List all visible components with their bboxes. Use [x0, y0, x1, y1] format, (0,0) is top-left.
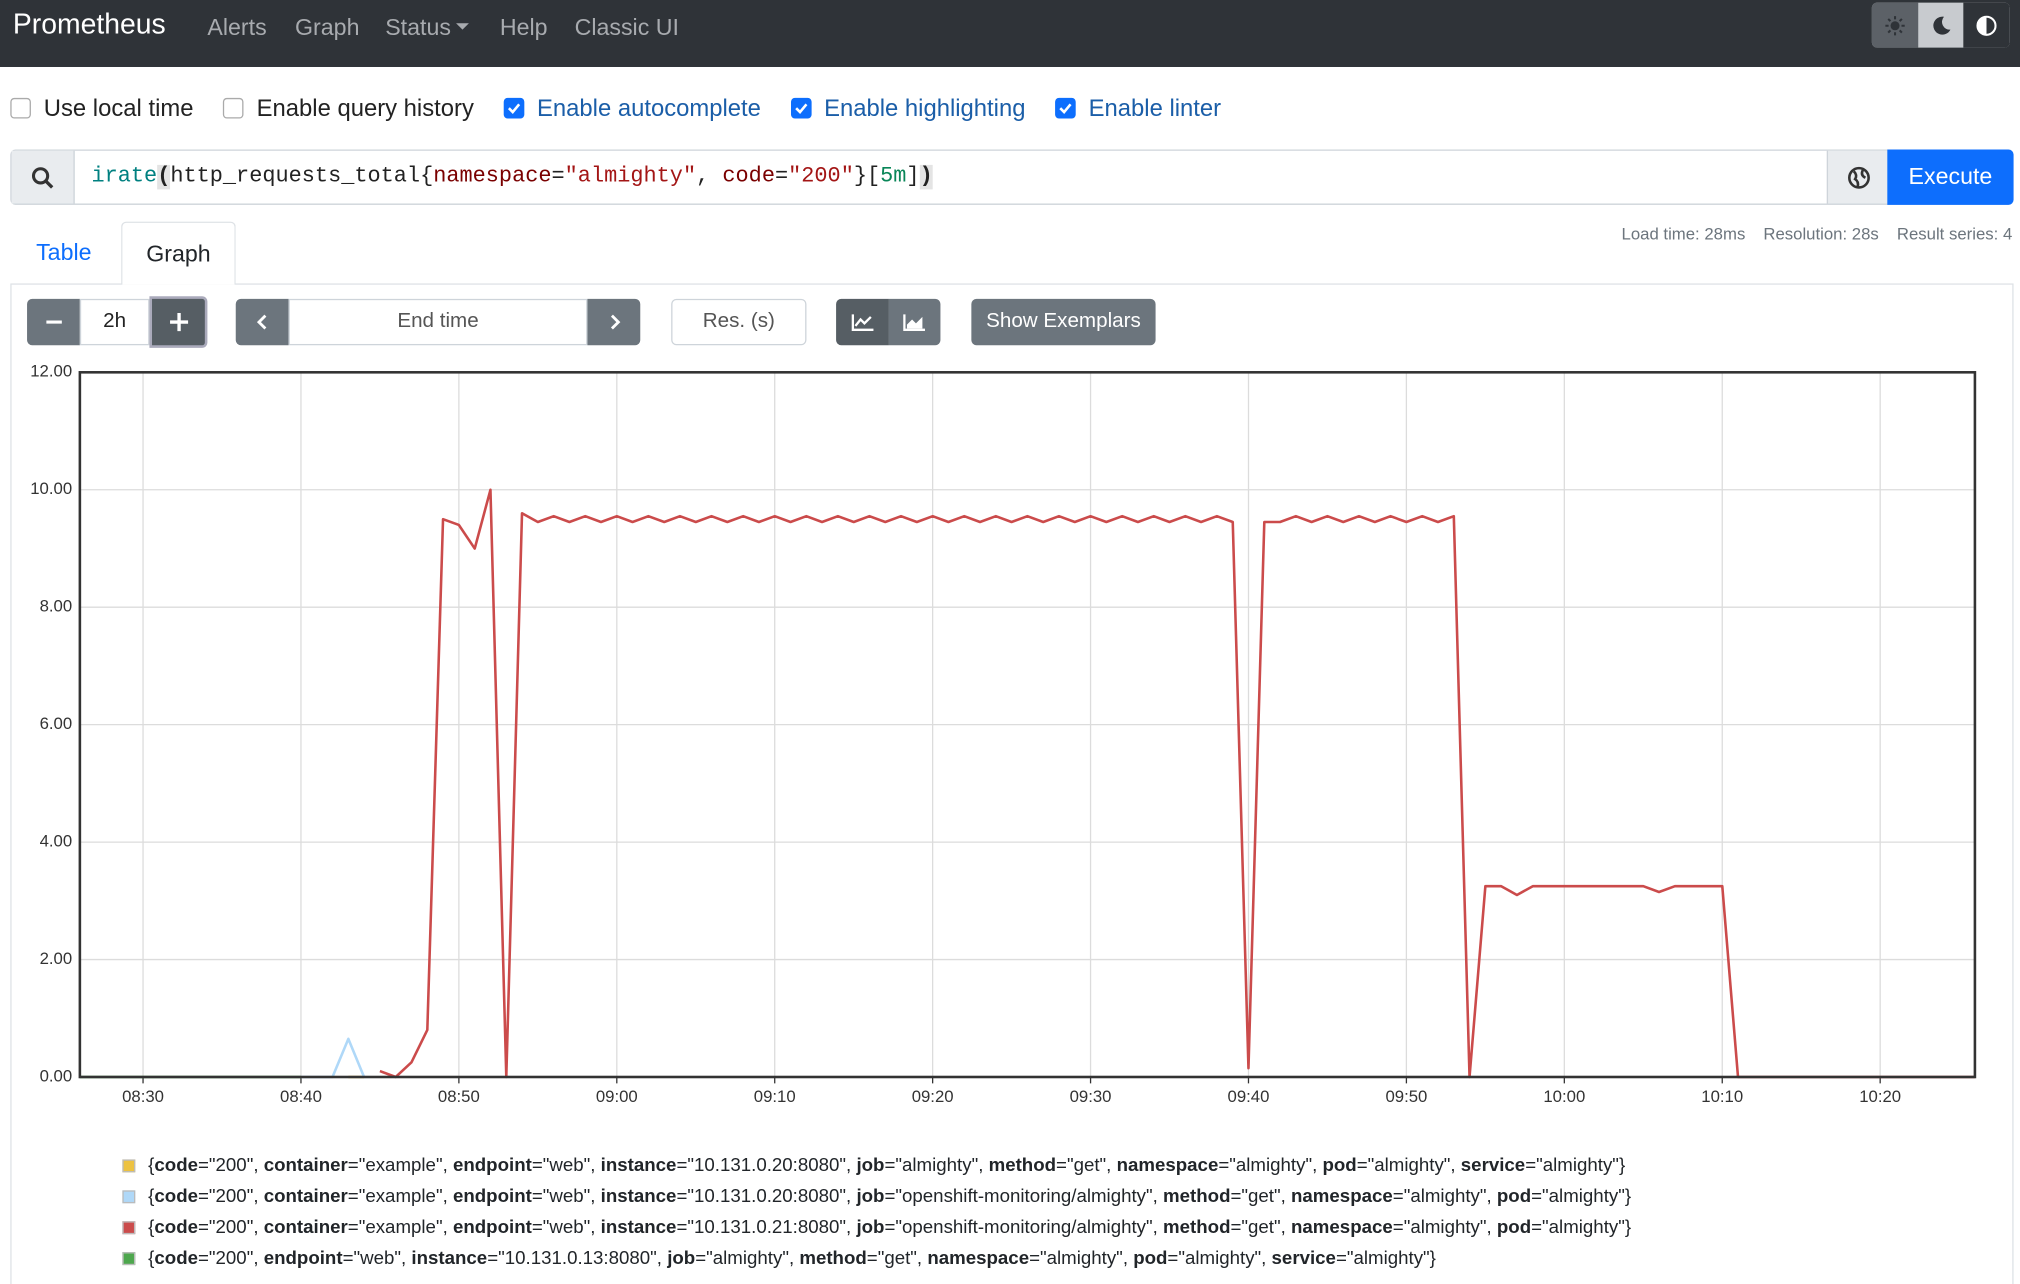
y-tick-label: 10.00 — [30, 479, 72, 498]
legend: {code="200", container="example", endpoi… — [122, 1150, 1631, 1274]
range-plus[interactable] — [149, 296, 208, 348]
navbar: Prometheus Alerts Graph Status Help Clas… — [0, 0, 2020, 67]
nav-link[interactable]: Alerts — [207, 14, 267, 40]
nav-link[interactable]: Help — [499, 14, 548, 40]
x-tick-label: 10:00 — [1543, 1087, 1585, 1106]
legend-item[interactable]: {code="200", endpoint="web", instance="1… — [122, 1243, 1631, 1274]
option[interactable]: Use local time — [10, 91, 193, 124]
option-label: Enable autocomplete — [537, 94, 761, 122]
stat: Resolution: 28s — [1763, 224, 1879, 244]
legend-swatch — [122, 1159, 136, 1173]
y-tick-label: 2.00 — [40, 949, 73, 968]
end-next[interactable] — [587, 298, 641, 346]
tab-active[interactable]: Graph — [121, 221, 236, 285]
caret — [456, 23, 469, 30]
x-tick-label: 09:00 — [596, 1087, 638, 1106]
stat: Result series: 4 — [1896, 224, 2013, 244]
legend-label: {code="200", container="example", endpoi… — [148, 1155, 1626, 1177]
legend-swatch — [122, 1221, 136, 1235]
stacked-button[interactable] — [888, 298, 941, 346]
execute-button[interactable]: Execute — [1887, 149, 2014, 205]
x-tick-label: 10:20 — [1859, 1087, 1901, 1106]
checkbox — [1055, 97, 1076, 119]
y-tick-label: 6.00 — [40, 714, 73, 733]
metrics-explorer[interactable] — [1826, 150, 1889, 204]
x-tick-label: 08:30 — [122, 1087, 164, 1106]
light-theme[interactable] — [1871, 2, 1918, 48]
unstacked-button[interactable] — [836, 298, 889, 346]
y-tick-label: 8.00 — [40, 597, 73, 616]
option-label: Use local time — [43, 94, 194, 122]
x-tick-label: 09:50 — [1385, 1087, 1427, 1106]
nav-link[interactable]: Classic UI — [574, 14, 679, 40]
series-line — [300, 1037, 366, 1079]
x-tick-label: 08:40 — [280, 1087, 322, 1106]
x-tick-label: 09:40 — [1228, 1087, 1270, 1106]
legend-label: {code="200", endpoint="web", instance="1… — [148, 1248, 1436, 1269]
x-tick-label: 10:10 — [1701, 1087, 1743, 1106]
stat: Load time: 28ms — [1621, 224, 1746, 244]
dark-theme[interactable] — [1918, 3, 1964, 48]
legend-swatch — [122, 1252, 136, 1266]
checkbox — [10, 97, 31, 119]
chart: 0.00 2.00 4.00 6.00 8.00 10.00 12.00 08:30 08:40… — [30, 362, 1977, 1106]
query-input[interactable]: irate(http_requests_total{namespace="alm… — [91, 164, 933, 190]
nav-dropdown[interactable]: Status — [385, 14, 469, 41]
legend-label: {code="200", container="example", endpoi… — [148, 1186, 1632, 1208]
plot-border — [78, 371, 1977, 1079]
checkbox — [790, 97, 812, 119]
option-label: Enable linter — [1088, 94, 1222, 122]
options: Use local time Enable query history Enable… — [10, 91, 1250, 124]
exemplars-button[interactable]: Show Exemplars — [971, 298, 1156, 346]
nav-link: Status — [385, 14, 451, 40]
y-tick-label: 4.00 — [40, 832, 73, 851]
checkbox — [503, 97, 525, 119]
range-minus[interactable] — [27, 298, 80, 346]
nav-link[interactable]: Graph — [295, 14, 360, 40]
tab[interactable]: Table — [36, 239, 92, 266]
legend-item[interactable]: {code="200", container="example", endpoi… — [122, 1150, 1631, 1181]
brand[interactable]: Prometheus — [12, 7, 166, 40]
option[interactable]: Enable highlighting — [790, 91, 1026, 124]
x-tick-label: 09:30 — [1070, 1087, 1112, 1106]
legend-item[interactable]: {code="200", container="example", endpoi… — [122, 1181, 1631, 1212]
range-input[interactable]: 2h — [79, 298, 150, 346]
end-prev[interactable] — [235, 298, 289, 346]
series-line — [379, 488, 1975, 1079]
option-label: Enable highlighting — [824, 94, 1026, 122]
option[interactable]: Enable autocomplete — [503, 91, 761, 124]
legend-item[interactable]: {code="200", container="example", endpoi… — [122, 1212, 1631, 1243]
auto-theme[interactable] — [1963, 2, 2010, 48]
y-tick-label: 12.00 — [30, 362, 72, 381]
option[interactable]: Enable query history — [223, 91, 474, 124]
resolution-input[interactable]: Res. (s) — [671, 298, 807, 346]
checkbox — [223, 97, 244, 119]
stats: Load time: 28ms Resolution: 28s Result s… — [1622, 224, 2013, 243]
option[interactable]: Enable linter — [1055, 91, 1221, 124]
x-tick-label: 09:20 — [912, 1087, 954, 1106]
legend-label: {code="200", container="example", endpoi… — [148, 1217, 1632, 1239]
option-label: Enable query history — [256, 94, 474, 122]
theme-toggle — [1871, 2, 2010, 48]
tab-panel — [10, 283, 2014, 1284]
legend-swatch — [122, 1190, 136, 1204]
end-time-input[interactable]: End time — [288, 298, 588, 346]
x-tick-label: 09:10 — [754, 1087, 796, 1106]
search-icon — [11, 150, 75, 204]
x-tick-label: 08:50 — [438, 1087, 480, 1106]
query-box: irate(http_requests_total{namespace="alm… — [10, 149, 2014, 205]
y-tick-label: 0.00 — [40, 1066, 73, 1085]
